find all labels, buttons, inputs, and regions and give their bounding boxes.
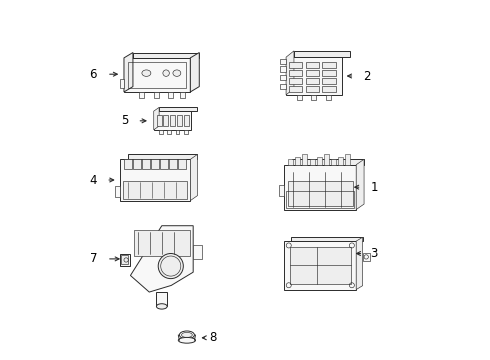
Bar (322, 78, 336, 84)
Bar (289, 70, 302, 76)
Bar (306, 70, 319, 76)
Bar (128, 62, 186, 87)
Text: 1: 1 (370, 181, 378, 194)
Bar (123, 181, 188, 199)
Bar (133, 159, 141, 169)
Polygon shape (293, 159, 364, 165)
Polygon shape (124, 58, 190, 92)
Polygon shape (294, 51, 349, 57)
Polygon shape (286, 51, 294, 95)
Bar (338, 157, 343, 165)
Bar (289, 86, 302, 92)
Bar (120, 80, 124, 88)
Bar (168, 92, 173, 98)
Bar (290, 247, 351, 284)
Polygon shape (121, 159, 190, 201)
Bar (331, 159, 336, 165)
Bar (295, 157, 300, 165)
Polygon shape (154, 107, 159, 130)
Ellipse shape (181, 332, 192, 337)
Ellipse shape (163, 70, 170, 76)
Bar (326, 95, 331, 100)
Bar (159, 130, 163, 134)
Bar (120, 253, 130, 266)
Bar (310, 159, 315, 165)
Bar (322, 70, 336, 76)
Polygon shape (356, 237, 363, 289)
Polygon shape (356, 159, 364, 210)
Bar (168, 130, 171, 134)
Bar (142, 159, 150, 169)
Bar (324, 154, 329, 165)
Bar (122, 255, 128, 264)
Bar (134, 230, 190, 256)
Text: 3: 3 (370, 247, 378, 260)
Bar (322, 62, 336, 68)
Bar (177, 116, 182, 126)
Polygon shape (127, 154, 197, 159)
Bar (184, 130, 188, 134)
Bar (153, 92, 159, 98)
Bar (169, 159, 177, 169)
Bar (289, 62, 302, 68)
Text: 8: 8 (209, 331, 217, 344)
Bar (180, 92, 186, 98)
Bar (289, 78, 302, 84)
Polygon shape (154, 111, 192, 130)
Circle shape (158, 253, 183, 279)
Bar (193, 244, 202, 259)
Bar (297, 95, 302, 100)
Bar (280, 66, 286, 72)
Bar (286, 191, 354, 208)
Polygon shape (285, 165, 356, 210)
Bar (302, 154, 307, 165)
Bar (151, 159, 159, 169)
Polygon shape (124, 53, 133, 92)
Polygon shape (159, 107, 197, 111)
Bar (306, 62, 319, 68)
Bar (279, 185, 285, 196)
Text: 7: 7 (91, 252, 98, 265)
Bar (311, 95, 317, 100)
Text: 6: 6 (89, 68, 96, 81)
Text: 2: 2 (364, 69, 371, 82)
Bar (306, 78, 319, 84)
Polygon shape (190, 53, 199, 92)
Bar (184, 116, 189, 126)
Ellipse shape (142, 70, 151, 76)
Bar (160, 159, 168, 169)
Bar (178, 159, 186, 169)
Polygon shape (130, 226, 193, 292)
Bar (280, 84, 286, 89)
Bar (157, 116, 162, 126)
Polygon shape (190, 154, 197, 201)
Ellipse shape (179, 331, 195, 339)
Bar (345, 154, 350, 165)
Text: 5: 5 (121, 114, 128, 127)
Text: 4: 4 (90, 174, 97, 186)
Polygon shape (285, 241, 356, 289)
Bar (124, 159, 132, 169)
Bar (156, 292, 167, 306)
Polygon shape (133, 53, 199, 58)
Bar (288, 181, 353, 206)
Polygon shape (286, 57, 342, 95)
Polygon shape (291, 237, 363, 241)
Bar (280, 75, 286, 81)
Bar (176, 130, 179, 134)
Bar (306, 86, 319, 92)
Bar (288, 159, 293, 165)
Bar (280, 59, 286, 64)
Bar (139, 92, 144, 98)
Bar (317, 157, 322, 165)
Ellipse shape (173, 70, 181, 76)
Bar (170, 116, 175, 126)
Ellipse shape (178, 337, 196, 343)
Bar (363, 253, 370, 261)
Bar (164, 116, 169, 126)
Bar (115, 186, 121, 197)
Bar (322, 86, 336, 92)
Ellipse shape (156, 304, 167, 309)
